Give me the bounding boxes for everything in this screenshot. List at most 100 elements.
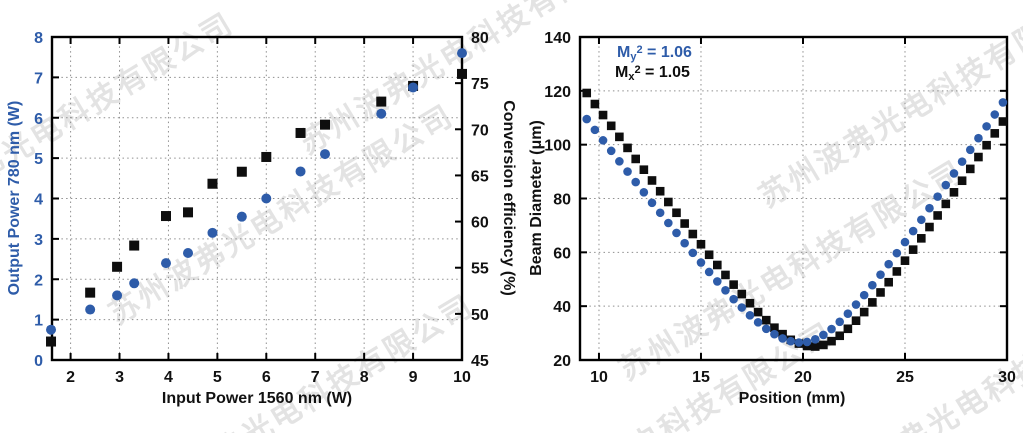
series-output-power-780nm bbox=[46, 48, 467, 335]
data-point bbox=[236, 166, 247, 177]
data-point bbox=[680, 238, 689, 248]
data-point bbox=[941, 180, 951, 190]
data-point bbox=[827, 324, 836, 334]
data-point bbox=[598, 110, 608, 120]
tick-label: 9 bbox=[409, 369, 418, 386]
data-point bbox=[655, 186, 665, 196]
data-point bbox=[770, 329, 779, 339]
tick-label: 4 bbox=[34, 192, 43, 209]
data-point bbox=[696, 258, 706, 267]
data-point bbox=[810, 334, 820, 344]
tick-label: 80 bbox=[471, 30, 489, 47]
data-point bbox=[868, 280, 877, 290]
data-point bbox=[859, 290, 869, 300]
data-point bbox=[713, 277, 722, 286]
tick-label: 80 bbox=[553, 192, 571, 209]
tick-label: 10 bbox=[453, 369, 471, 386]
tick-label: 8 bbox=[34, 30, 43, 47]
tick-label: 20 bbox=[794, 369, 812, 386]
data-point bbox=[859, 307, 869, 317]
data-point bbox=[46, 336, 57, 347]
beam-x-axis-label: Position (mm) bbox=[738, 390, 846, 407]
data-point bbox=[884, 277, 893, 287]
data-point bbox=[590, 99, 600, 109]
tick-label: 15 bbox=[692, 369, 710, 386]
data-point bbox=[998, 117, 1008, 126]
x-tick-labels: 2 3 4 5 6 7 8 9 10 bbox=[66, 369, 471, 386]
annotation-sub: y bbox=[630, 51, 637, 63]
annotation-value: = 1.05 bbox=[640, 64, 690, 81]
data-point bbox=[615, 157, 624, 166]
data-point bbox=[802, 337, 812, 347]
data-point bbox=[753, 307, 763, 317]
data-point bbox=[713, 260, 722, 270]
tick-label: 3 bbox=[115, 369, 124, 386]
data-point bbox=[974, 133, 983, 143]
data-point bbox=[408, 82, 419, 93]
data-point bbox=[949, 188, 959, 197]
data-point bbox=[639, 188, 649, 197]
tick-label: 8 bbox=[360, 369, 369, 386]
tick-label: 3 bbox=[34, 232, 43, 249]
data-point bbox=[207, 178, 218, 189]
data-point bbox=[606, 146, 616, 156]
tick-label: 30 bbox=[998, 369, 1016, 386]
data-point bbox=[982, 122, 991, 131]
data-point bbox=[868, 298, 877, 307]
tick-label: 10 bbox=[590, 369, 608, 386]
data-point bbox=[112, 290, 123, 301]
tick-label: 6 bbox=[262, 369, 271, 386]
data-point bbox=[778, 334, 787, 343]
data-point bbox=[623, 143, 632, 153]
data-point bbox=[261, 193, 272, 204]
right-tick-labels: 45 50 55 60 65 70 75 80 bbox=[471, 30, 489, 370]
left-tick-labels: 0 1 2 3 4 5 6 7 8 bbox=[34, 30, 43, 370]
data-point bbox=[376, 96, 387, 107]
tick-label: 4 bbox=[164, 369, 173, 386]
data-point bbox=[590, 125, 600, 135]
left-x-axis-label: Input Power 1560 nm (W) bbox=[161, 390, 353, 407]
data-point bbox=[770, 323, 779, 332]
data-point bbox=[664, 218, 673, 228]
data-point bbox=[835, 317, 845, 327]
tick-label: 7 bbox=[311, 369, 320, 386]
tick-marks bbox=[52, 36, 463, 361]
data-point bbox=[85, 304, 96, 315]
data-point bbox=[917, 215, 926, 225]
tick-label: 6 bbox=[34, 111, 43, 128]
data-point bbox=[843, 309, 853, 319]
data-point bbox=[664, 197, 673, 207]
data-point bbox=[965, 164, 975, 174]
data-point bbox=[810, 342, 820, 351]
data-point bbox=[876, 270, 885, 279]
data-point bbox=[933, 192, 942, 201]
data-point bbox=[745, 298, 755, 308]
tick-label: 70 bbox=[471, 122, 489, 139]
m-squared-x-annotation: Mx2 = 1.05 bbox=[615, 60, 690, 88]
data-point bbox=[721, 285, 730, 295]
data-point bbox=[876, 288, 885, 297]
data-point bbox=[688, 248, 698, 258]
data-point bbox=[753, 318, 763, 327]
tick-label: 65 bbox=[471, 168, 489, 185]
data-point bbox=[457, 48, 467, 59]
tick-label: 55 bbox=[471, 261, 489, 278]
data-point bbox=[129, 240, 140, 251]
annotation-text: M bbox=[617, 44, 631, 61]
tick-label: 2 bbox=[66, 369, 75, 386]
tick-label: 20 bbox=[553, 353, 571, 370]
data-point bbox=[990, 110, 1000, 119]
data-point bbox=[647, 176, 657, 185]
data-point bbox=[261, 151, 272, 162]
data-point bbox=[819, 340, 828, 350]
data-point bbox=[794, 338, 804, 347]
data-point bbox=[933, 211, 942, 220]
tick-label: 5 bbox=[34, 151, 43, 168]
data-point bbox=[207, 227, 218, 238]
data-point bbox=[320, 149, 331, 160]
data-point bbox=[598, 136, 608, 145]
tick-label: 60 bbox=[553, 245, 571, 262]
